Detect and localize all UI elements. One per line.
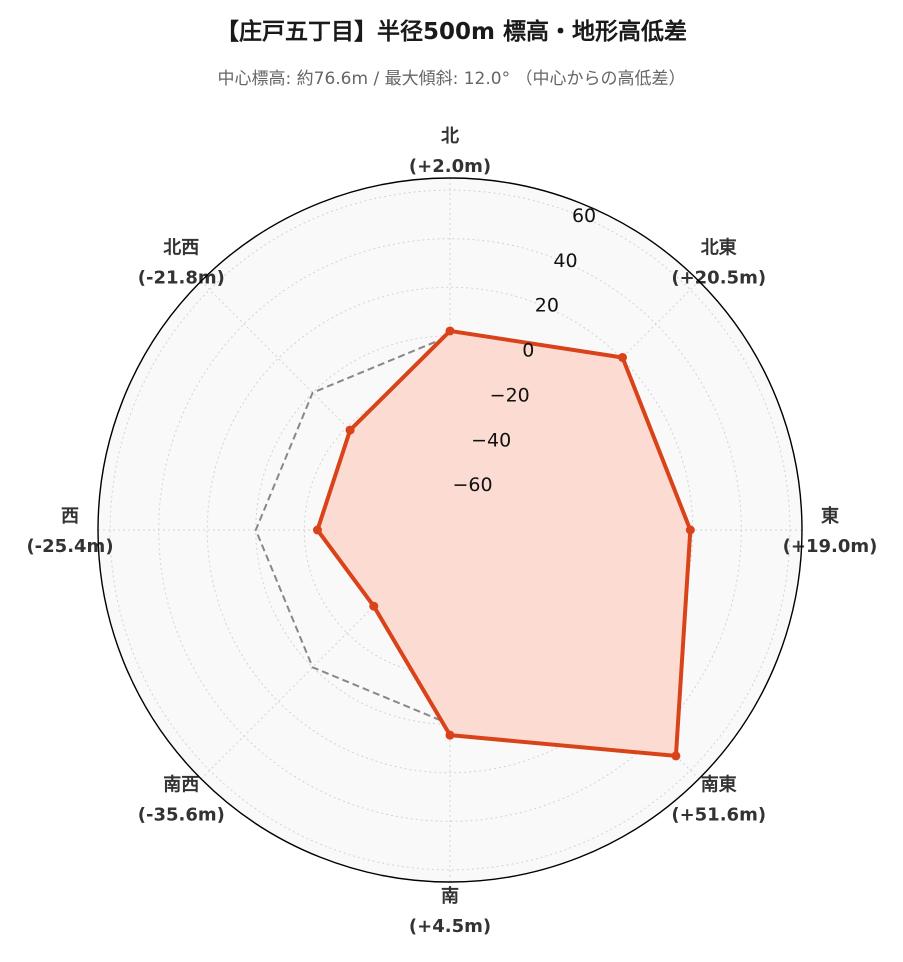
direction-label: 北東 (+20.5m) (671, 236, 766, 288)
data-point (445, 730, 455, 740)
direction-label: 南東 (+51.6m) (671, 774, 766, 826)
direction-label: 南 (+4.5m) (409, 885, 491, 937)
direction-name: 北東 (701, 236, 737, 258)
direction-label: 東 (+19.0m) (783, 505, 878, 557)
data-point (671, 751, 681, 761)
r-tick-label: −20 (490, 384, 530, 406)
chart-title: 【庄戸五丁目】半径500m 標高・地形高低差 (216, 19, 687, 45)
outer-boundary (97, 177, 803, 883)
chart-subtitle: 中心標高: 約76.6m / 最大傾斜: 12.0° （中心からの高低差） (217, 69, 686, 89)
r-tick-label: −40 (471, 429, 511, 451)
data-point (685, 525, 695, 535)
r-tick-label: 20 (535, 295, 559, 317)
direction-value: (+20.5m) (671, 267, 766, 288)
direction-name: 北西 (163, 237, 199, 258)
radial-ticks: −60 −40 −20 0 20 40 60 (453, 205, 597, 496)
data-point (345, 425, 355, 435)
direction-value: (-21.8m) (138, 267, 225, 288)
r-tick-label: 60 (572, 205, 596, 227)
grid-spoke (200, 280, 451, 531)
direction-name: 東 (821, 505, 839, 527)
direction-value: (+2.0m) (409, 156, 491, 177)
direction-label: 南西 (-35.6m) (138, 774, 225, 826)
data-point (312, 525, 322, 535)
grid-spoke (200, 529, 451, 780)
data-point (445, 326, 455, 336)
direction-value: (-25.4m) (26, 536, 113, 557)
grid-ring (109, 189, 791, 871)
direction-name: 南東 (701, 774, 737, 796)
direction-value: (+51.6m) (671, 805, 766, 826)
r-tick-label: −60 (453, 474, 493, 496)
direction-value: (+4.5m) (409, 916, 491, 937)
direction-name: 西 (61, 506, 79, 527)
direction-name: 北 (441, 126, 459, 147)
direction-label: 北西 (-21.8m) (138, 237, 225, 288)
r-tick-label: 40 (553, 250, 577, 272)
r-tick-label: 0 (522, 340, 534, 362)
direction-labels: 北 (+2.0m) 北東 (+20.5m) 東 (+19.0m) 南東 (+51.6m) 南 (+… (26, 126, 877, 937)
data-point (369, 601, 379, 611)
direction-label: 北 (+2.0m) (409, 126, 491, 177)
direction-name: 南 (441, 885, 459, 907)
series-layer (312, 326, 695, 761)
direction-label: 西 (-25.4m) (26, 506, 113, 557)
data-point (618, 352, 628, 362)
series-area (317, 330, 691, 756)
direction-value: (-35.6m) (138, 805, 225, 826)
direction-name: 南西 (163, 774, 199, 796)
direction-value: (+19.0m) (783, 536, 878, 557)
